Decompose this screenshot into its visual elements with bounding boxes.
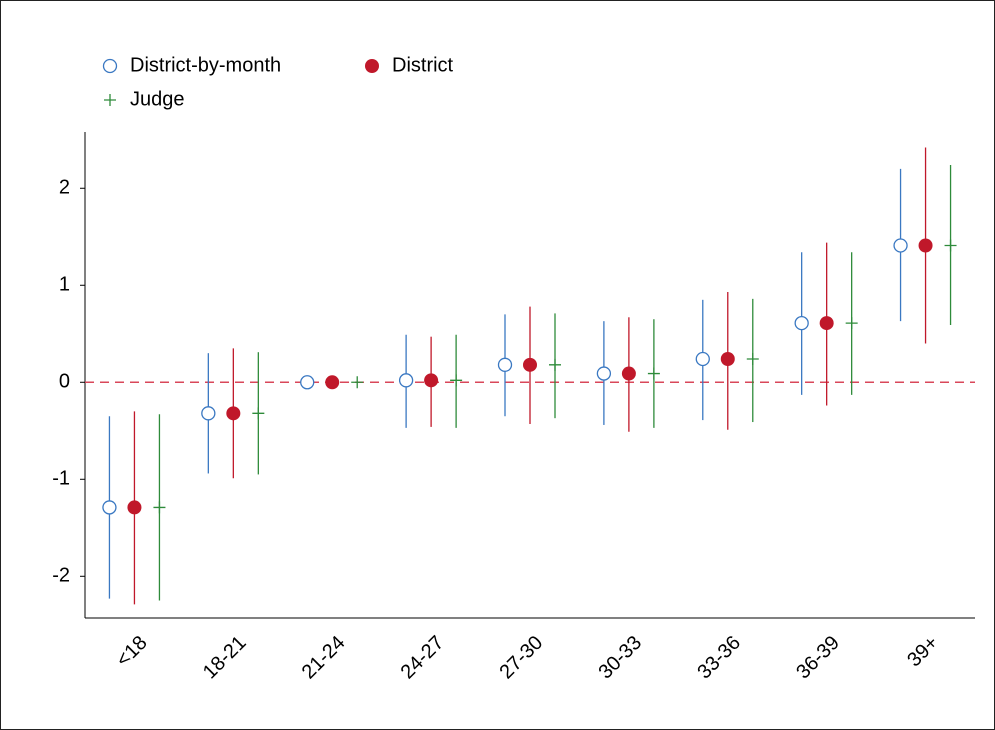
- point: [695, 351, 710, 367]
- point: [424, 373, 439, 388]
- x-tick-label: 24-27: [397, 632, 449, 684]
- point: [845, 317, 858, 330]
- legend-marker: [365, 59, 379, 73]
- legend-label: Judge: [130, 88, 185, 110]
- y-tick-label: 1: [59, 274, 70, 296]
- x-tick-label: 27-30: [496, 632, 548, 684]
- point: [127, 500, 142, 515]
- y-tick-label: 0: [59, 371, 70, 393]
- x-tick-label: <18: [112, 632, 152, 672]
- point: [746, 352, 759, 365]
- point: [102, 500, 117, 515]
- point: [596, 366, 612, 381]
- legend-label: District-by-month: [130, 54, 281, 76]
- point: [398, 373, 414, 388]
- y-tick-label: -2: [52, 565, 70, 587]
- point: [450, 374, 463, 387]
- x-tick-label: 21-24: [298, 632, 350, 684]
- point: [647, 367, 660, 380]
- point: [153, 501, 166, 514]
- point: [325, 375, 340, 390]
- point: [226, 406, 241, 421]
- legend-marker: [102, 58, 118, 74]
- point: [621, 366, 636, 381]
- x-tick-label: 33-36: [693, 632, 745, 684]
- point: [252, 407, 265, 420]
- point: [549, 358, 561, 371]
- y-tick-label: -1: [52, 468, 70, 490]
- x-tick-label: 39+: [903, 632, 943, 672]
- x-tick-label: 36-39: [792, 632, 844, 684]
- point: [794, 315, 809, 331]
- point: [523, 357, 537, 372]
- point: [893, 238, 908, 253]
- point: [300, 375, 315, 390]
- y-tick-label: 2: [59, 177, 70, 199]
- point: [351, 376, 364, 389]
- x-tick-label: 30-33: [594, 632, 646, 684]
- point: [720, 351, 735, 366]
- legend-label: District: [392, 54, 454, 76]
- point: [944, 239, 957, 252]
- point: [201, 406, 216, 421]
- point: [497, 357, 513, 372]
- x-tick-label: 18-21: [199, 632, 251, 684]
- point: [918, 238, 933, 253]
- legend-marker: [104, 94, 116, 106]
- point: [819, 316, 834, 331]
